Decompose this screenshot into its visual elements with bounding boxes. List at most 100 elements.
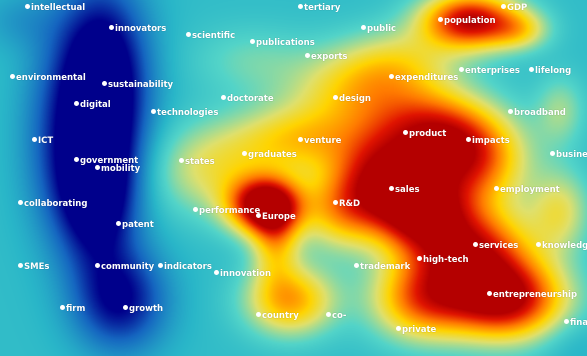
term-label: population (438, 16, 496, 26)
term-dot (256, 213, 261, 218)
term-text: tertiary (304, 3, 341, 13)
term-text: innovation (220, 269, 271, 279)
term-label: performance (193, 206, 260, 216)
term-dot (389, 74, 394, 79)
term-dot (361, 25, 366, 30)
term-label: environmental (10, 73, 86, 83)
term-label: scientific (186, 31, 235, 41)
term-dot (459, 67, 464, 72)
term-label: firm (60, 304, 85, 314)
term-text: entrepreneurship (493, 290, 578, 300)
term-label: broadband (508, 108, 566, 118)
term-label: fina (564, 318, 587, 328)
term-label: SMEs (18, 262, 49, 272)
term-dot (109, 25, 114, 30)
term-label: growth (123, 304, 163, 314)
term-text: venture (304, 136, 342, 146)
term-label: private (396, 325, 436, 335)
term-text: doctorate (227, 94, 274, 104)
term-text: firm (66, 304, 86, 314)
term-dot (10, 74, 15, 79)
term-dot (221, 95, 226, 100)
term-label: states (179, 157, 215, 167)
term-dot (494, 186, 499, 191)
term-dot (123, 305, 128, 310)
term-label: government (74, 156, 138, 166)
term-dot (438, 17, 443, 22)
term-text: government (80, 156, 139, 166)
term-dot (333, 95, 338, 100)
term-text: scientific (192, 31, 236, 41)
term-dot (250, 39, 255, 44)
term-text: country (262, 311, 299, 321)
term-label: design (333, 94, 371, 104)
term-dot (487, 291, 492, 296)
term-label: co- (326, 311, 346, 321)
term-text: SMEs (24, 262, 50, 272)
term-label: sustainability (102, 80, 173, 90)
term-label: technologies (151, 108, 218, 118)
term-text: enterprises (465, 66, 520, 76)
term-label: indicators (158, 262, 212, 272)
term-dot (396, 326, 401, 331)
term-dot (32, 137, 37, 142)
term-text: Europe (262, 212, 296, 222)
term-label: high-tech (417, 255, 469, 265)
term-dot (473, 242, 478, 247)
term-dot (95, 263, 100, 268)
term-text: knowledge (542, 241, 587, 251)
term-dot (529, 67, 534, 72)
term-dot (326, 312, 331, 317)
term-label: enterprises (459, 66, 520, 76)
term-label: patent (116, 220, 154, 230)
term-dot (95, 165, 100, 170)
term-text: busine (556, 150, 587, 160)
term-label: innovation (214, 269, 271, 279)
term-text: design (339, 94, 371, 104)
term-label: employment (494, 185, 560, 195)
term-text: GDP (507, 3, 528, 13)
term-dot (501, 4, 506, 9)
term-label: entrepreneurship (487, 290, 577, 300)
term-text: co- (332, 311, 347, 321)
term-dot (564, 319, 569, 324)
term-label: lifelong (529, 66, 571, 76)
term-text: community (101, 262, 155, 272)
term-dot (354, 263, 359, 268)
term-dot (214, 270, 219, 275)
term-label: ICT (32, 136, 53, 146)
term-text: high-tech (423, 255, 469, 265)
term-dot (102, 81, 107, 86)
term-text: states (185, 157, 215, 167)
term-text: digital (80, 100, 111, 110)
term-text: environmental (16, 73, 86, 83)
term-text: sales (395, 185, 420, 195)
term-label: digital (74, 100, 111, 110)
term-label: busine (550, 150, 587, 160)
term-label: product (403, 129, 446, 139)
term-text: expenditures (395, 73, 459, 83)
term-dot (550, 151, 555, 156)
term-dot (158, 263, 163, 268)
term-text: impacts (472, 136, 510, 146)
term-label: mobility (95, 164, 140, 174)
term-text: intellectual (31, 3, 86, 13)
term-text: graduates (248, 150, 297, 160)
term-label: doctorate (221, 94, 274, 104)
term-dot (508, 109, 513, 114)
term-dot (179, 158, 184, 163)
term-text: trademark (360, 262, 411, 272)
term-dot (298, 4, 303, 9)
term-text: population (444, 16, 496, 26)
term-dot (466, 137, 471, 142)
term-label: GDP (501, 3, 527, 13)
term-dot (403, 130, 408, 135)
term-text: performance (199, 206, 261, 216)
term-label: R&D (333, 199, 360, 209)
term-text: mobility (101, 164, 141, 174)
term-dot (116, 221, 121, 226)
term-text: ICT (38, 136, 54, 146)
term-text: technologies (157, 108, 219, 118)
term-label: publications (250, 38, 315, 48)
